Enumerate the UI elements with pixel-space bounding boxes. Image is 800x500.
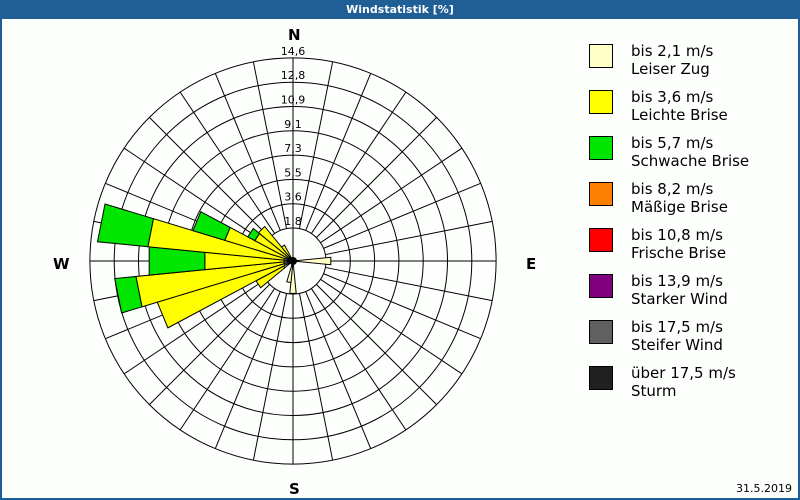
legend-swatch (589, 182, 613, 206)
legend-label: Frische Brise (631, 244, 727, 262)
svg-text:14,6: 14,6 (281, 45, 306, 58)
compass-north: N (288, 26, 301, 44)
legend-label: Starker Wind (631, 290, 728, 308)
legend-label: Leiser Zug (631, 60, 710, 78)
legend-speed: bis 13,9 m/s (631, 272, 723, 290)
legend-swatch (589, 44, 613, 68)
compass-west: W (53, 255, 70, 273)
svg-text:9,1: 9,1 (284, 118, 302, 131)
legend-label: Steifer Wind (631, 336, 723, 354)
svg-text:7,3: 7,3 (284, 142, 302, 155)
legend-swatch (589, 320, 613, 344)
svg-text:10,9: 10,9 (281, 94, 306, 107)
legend-label: Sturm (631, 382, 677, 400)
legend-label: Leichte Brise (631, 106, 728, 124)
compass-south: S (289, 480, 300, 498)
legend-label: Schwache Brise (631, 152, 750, 170)
window-title: Windstatistik [%] (0, 0, 800, 19)
legend-swatch (589, 136, 613, 160)
legend-speed: bis 8,2 m/s (631, 180, 714, 198)
legend-swatch (589, 90, 613, 114)
legend-swatch (589, 274, 613, 298)
compass-east: E (526, 255, 537, 273)
ring-labels: 1,8 3,6 5,5 7,3 9,1 10,9 12,8 14,6 (281, 45, 306, 228)
legend-speed: bis 5,7 m/s (631, 134, 714, 152)
svg-text:5,5: 5,5 (284, 166, 302, 179)
svg-text:3,6: 3,6 (284, 191, 302, 204)
legend-speed: bis 10,8 m/s (631, 226, 723, 244)
legend-speed: bis 2,1 m/s (631, 42, 714, 60)
legend-swatch (589, 366, 613, 390)
wind-wedges (96, 203, 332, 329)
legend-swatch (589, 228, 613, 252)
polar-grid (89, 57, 497, 465)
legend-speed: bis 17,5 m/s (631, 318, 723, 336)
svg-text:1,8: 1,8 (284, 215, 302, 228)
legend-label: Mäßige Brise (631, 198, 728, 216)
svg-text:12,8: 12,8 (281, 69, 306, 82)
date-label: 31.5.2019 (736, 482, 792, 495)
legend-speed: über 17,5 m/s (631, 364, 736, 382)
legend-speed: bis 3,6 m/s (631, 88, 714, 106)
